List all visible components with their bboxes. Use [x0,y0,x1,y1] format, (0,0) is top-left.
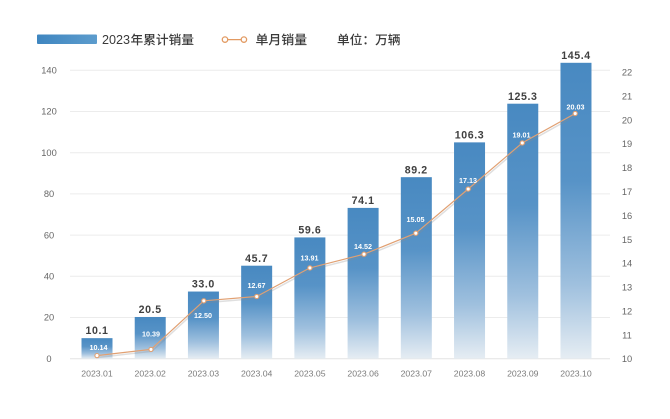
svg-text:12: 12 [622,306,632,316]
svg-text:2023.10: 2023.10 [560,368,592,378]
svg-text:2023.01: 2023.01 [81,368,113,378]
svg-text:2023.06: 2023.06 [347,368,379,378]
svg-text:2023.08: 2023.08 [454,368,486,378]
svg-text:20.5: 20.5 [139,304,162,316]
svg-text:19.01: 19.01 [513,130,531,139]
svg-text:74.1: 74.1 [352,195,375,207]
svg-text:2023.02: 2023.02 [134,368,166,378]
svg-text:2023.05: 2023.05 [294,368,326,378]
svg-text:10.14: 10.14 [90,343,108,352]
svg-text:80: 80 [44,189,54,199]
svg-text:17.13: 17.13 [459,176,477,185]
svg-text:18: 18 [622,163,632,173]
svg-text:2023.03: 2023.03 [188,368,220,378]
svg-text:120: 120 [41,107,57,117]
svg-text:60: 60 [44,230,54,240]
svg-text:10: 10 [622,354,632,364]
svg-text:13.91: 13.91 [301,254,319,263]
svg-text:12.50: 12.50 [194,311,212,320]
svg-text:12.67: 12.67 [248,281,266,290]
svg-text:21: 21 [622,91,632,101]
svg-text:40: 40 [44,272,54,282]
svg-text:2023.04: 2023.04 [241,368,273,378]
svg-text:100: 100 [41,148,57,158]
svg-text:106.3: 106.3 [455,130,485,142]
svg-text:140: 140 [41,66,57,76]
svg-text:15: 15 [622,235,632,245]
svg-text:19: 19 [622,139,632,149]
svg-text:125.3: 125.3 [508,91,538,103]
svg-text:22: 22 [622,68,632,78]
svg-text:20.03: 20.03 [567,102,585,111]
svg-text:10.1: 10.1 [85,325,108,337]
svg-text:33.0: 33.0 [192,279,215,291]
svg-text:14: 14 [622,259,632,269]
svg-text:145.4: 145.4 [561,50,591,62]
svg-text:45.7: 45.7 [245,253,268,265]
svg-text:14.52: 14.52 [354,242,372,251]
svg-text:16: 16 [622,211,632,221]
svg-text:20: 20 [622,115,632,125]
svg-text:2023.09: 2023.09 [507,368,539,378]
svg-text:59.6: 59.6 [298,225,321,237]
svg-text:11: 11 [622,330,632,340]
svg-text:0: 0 [46,354,51,364]
svg-text:20: 20 [44,313,54,323]
svg-text:10.39: 10.39 [142,330,160,339]
svg-text:2023: 2023 [102,33,130,47]
svg-text:13: 13 [622,283,632,293]
svg-text:17: 17 [622,187,632,197]
svg-text:89.2: 89.2 [405,164,428,176]
svg-text:15.05: 15.05 [407,215,425,224]
svg-text:2023.07: 2023.07 [401,368,433,378]
